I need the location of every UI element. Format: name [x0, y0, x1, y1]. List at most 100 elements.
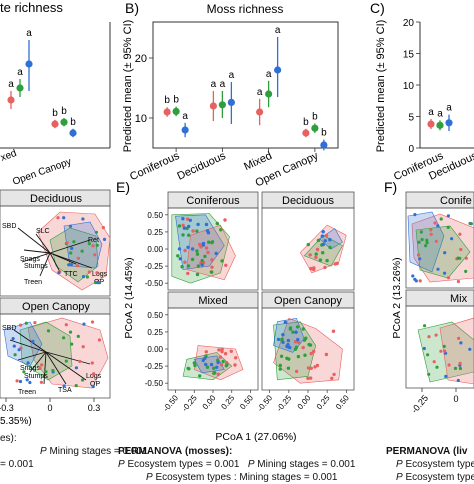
panel-e-point-0-1-11 — [207, 240, 211, 244]
panel-e-point-3-0-6 — [332, 372, 336, 377]
panel-f-top-point-28 — [419, 230, 423, 234]
panel-b: B) Moss richness Predicted mean (± 95% C… — [122, 0, 339, 189]
panel-e-point-0-1-2 — [190, 257, 195, 262]
panel-e-point-2-1-10 — [198, 374, 202, 378]
panel-d-bottom-point-31 — [46, 329, 51, 333]
panel-a-sig-label-5: b — [70, 117, 76, 128]
panel-e-point-0-0-16 — [185, 217, 190, 221]
panel-b-ytick-label-1: 20 — [135, 53, 147, 65]
panel-e-point-0-1-18 — [187, 233, 191, 237]
permanova-left: es): P Mining stages = 0.001 = 0.001 — [0, 432, 148, 471]
panel-e-point-3-1-18 — [278, 367, 282, 371]
panel-e-point-1-0-5 — [315, 247, 320, 252]
panel-e-xtick-label-3-3: 0.25 — [315, 393, 332, 411]
panel-e-point-0-2-13 — [206, 231, 211, 235]
panel-e-point-0-1-16 — [186, 264, 191, 268]
panel-e-point-2-0-10 — [223, 352, 228, 356]
panel-e-point-2-1-3 — [205, 365, 210, 369]
panel-e-hull-1-1 — [303, 234, 343, 267]
panel-e-facet-title-0: Coniferous — [186, 195, 240, 207]
panel-d-top-point-28 — [94, 230, 98, 234]
panel-e-point-1-0-7 — [314, 255, 318, 260]
panel-f-top-point-1 — [420, 237, 424, 242]
panel-c-point-2 — [445, 119, 453, 127]
panel-f-ylabel: PCoA 2 (13.26%) — [391, 257, 403, 338]
panel-f-top-point-32 — [414, 279, 418, 283]
panel-f-top-point-2 — [436, 267, 440, 271]
panel-b-xtick-label-2: Mixed — [242, 150, 274, 173]
permanova-right-heading: PERMANOVA — [386, 446, 451, 457]
panel-a-point-0 — [7, 96, 15, 104]
panel-e-point-1-0-2 — [324, 233, 329, 238]
panel-f-top-point-17 — [443, 251, 447, 255]
panel-a-point-4 — [60, 118, 68, 126]
panel-d-bottom-point-29 — [25, 378, 29, 382]
panel-d-bottom-arrows — [9, 329, 91, 385]
panel-b-point-6 — [256, 108, 264, 116]
panel-e-facet-3: Open Canopy — [261, 291, 355, 391]
panel-d-bottom-point-34 — [81, 378, 85, 382]
panel-d-bottom-point-5 — [12, 344, 16, 348]
panel-e-point-2-0-11 — [216, 372, 220, 376]
panel-d-top-point-13 — [93, 281, 98, 285]
panel-f-bottom-point-15 — [439, 349, 443, 353]
panel-b-plot-frame — [152, 21, 339, 149]
panel-d: Deciduous SBD SLC Snags Stumps Treen TTC… — [0, 189, 111, 427]
panel-e-point-0-1-10 — [176, 254, 180, 258]
panel-e-point-0-1-12 — [220, 259, 224, 263]
panel-c-sig-label-1: a — [437, 108, 443, 119]
panel-e-point-1-1-6 — [328, 245, 332, 250]
panel-c: C) Predicted mean (± 95% CI) 05101520Con… — [370, 0, 474, 183]
panel-e-point-0-1-17 — [210, 270, 214, 274]
panel-b-sig-label-6: a — [257, 87, 263, 98]
panel-d-top-point-14 — [70, 246, 74, 250]
panel-b-title: Moss richness — [207, 2, 284, 16]
panel-f: F) PCoA 2 (13.26%) Conife Mix -0.25 0 — [384, 179, 474, 415]
panel-f-top-point-15 — [418, 279, 422, 283]
permanova-right: PERMANOVA (liv P Ecosystem type P Ecosys… — [386, 445, 474, 484]
panel-e-ytick-label-2-4: 0.50 — [147, 311, 163, 320]
panel-d-xlabel: 5.35%) — [0, 416, 32, 427]
panel-e-point-0-1-8 — [180, 265, 184, 269]
panel-e-ytick-label-2-1: -0.25 — [145, 362, 164, 371]
permanova-middle-line1a-p: P — [118, 459, 125, 470]
permanova-middle-heading-rest: (mosses): — [185, 446, 233, 457]
panel-d-bottom-label-stumps: Stumps — [24, 373, 48, 380]
panel-d-bottom-point-38 — [74, 366, 78, 370]
panel-e-point-2-0-5 — [217, 348, 221, 352]
panel-e-point-1-0-6 — [308, 253, 312, 257]
panel-d-facet-top-title: Deciduous — [30, 193, 82, 205]
panel-e-point-0-2-5 — [177, 247, 182, 251]
panel-e-point-1-0-4 — [323, 265, 327, 270]
panel-e-point-0-2-11 — [214, 251, 218, 256]
panel-e-ytick-label-0-3: 0.25 — [147, 228, 163, 237]
panel-f-facet-top-frame — [405, 207, 474, 289]
panel-d-top-point-7 — [69, 251, 73, 255]
panel-f-top-point-35 — [436, 224, 440, 228]
panel-f-top-point-27 — [459, 247, 463, 252]
panel-f-top-point-22 — [424, 244, 428, 248]
panel-b-sig-label-3: a — [211, 79, 217, 90]
panel-f-bottom-point-21 — [434, 333, 438, 337]
panel-c-ytick-label-1: 5 — [408, 113, 414, 124]
panel-e-facets: Coniferous Deciduous Mixed Open Canopy — [167, 191, 355, 391]
panel-b-sig-label-7: a — [266, 69, 272, 80]
panel-e-point-0-1-9 — [195, 272, 200, 277]
panel-a-xtick-xed: xed — [0, 148, 18, 164]
panel-e-point-3-2-1 — [296, 337, 300, 342]
panel-d-facet-top-frame — [0, 205, 111, 297]
panel-d-arrow-label-sbd: SBD — [2, 223, 16, 230]
panel-e-point-3-0-13 — [324, 352, 329, 357]
panel-e-point-3-0-12 — [306, 366, 311, 370]
panel-f-top-point-3 — [458, 232, 462, 236]
panel-e-point-3-0-4 — [293, 340, 298, 344]
panel-f-facet-bottom-title: Mix — [450, 293, 468, 305]
panel-f-top-point-16 — [439, 217, 443, 221]
panel-b-sig-label-9: b — [303, 117, 309, 128]
panel-e-ytick-label-0-1: -0.25 — [145, 262, 164, 271]
panel-e-point-0-0-9 — [204, 246, 209, 250]
panel-e-point-0-0-13 — [224, 263, 228, 267]
panel-f-top-point-31 — [458, 256, 462, 260]
